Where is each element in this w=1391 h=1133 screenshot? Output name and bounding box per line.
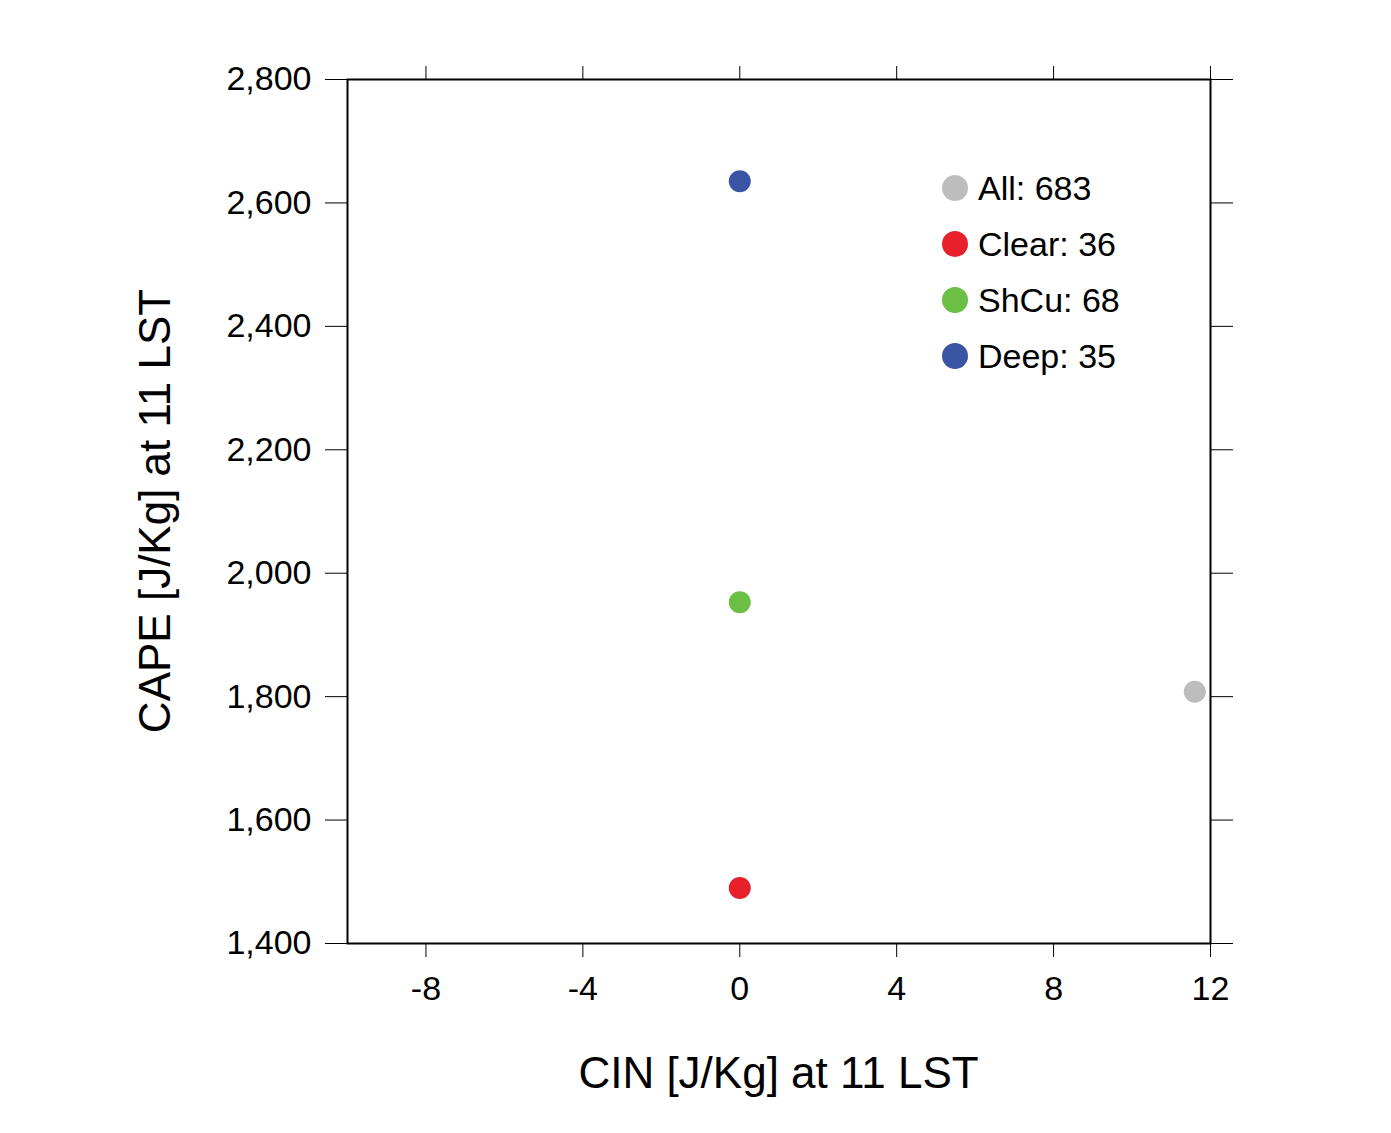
svg-text:12: 12 [1192,969,1230,1007]
svg-text:2,600: 2,600 [226,183,311,221]
svg-text:8: 8 [1044,969,1063,1007]
svg-text:-8: -8 [411,969,441,1007]
svg-text:2,200: 2,200 [226,430,311,468]
svg-text:1,800: 1,800 [226,677,311,715]
svg-text:-4: -4 [568,969,598,1007]
svg-text:1,400: 1,400 [226,923,311,961]
html-text:Deep: 35: Deep: 35 [978,336,1116,375]
svg-text:1,600: 1,600 [226,800,311,838]
svg-text:2,400: 2,400 [226,306,311,344]
html-text:CIN [J/Kg] at 11 LST: CIN [J/Kg] at 11 LST [578,1048,979,1097]
html-text:CAPE [J/Kg] at 11 LST: CAPE [J/Kg] at 11 LST [130,288,179,734]
html-text:ShCu: 68: ShCu: 68 [978,280,1120,319]
svg-text:0: 0 [730,969,749,1007]
html-text:All: 683: All: 683 [978,168,1092,207]
html-text:Clear: 36: Clear: 36 [978,224,1116,263]
svg-text:4: 4 [887,969,906,1007]
svg-text:2,800: 2,800 [226,59,311,97]
svg-text:2,000: 2,000 [226,553,311,591]
